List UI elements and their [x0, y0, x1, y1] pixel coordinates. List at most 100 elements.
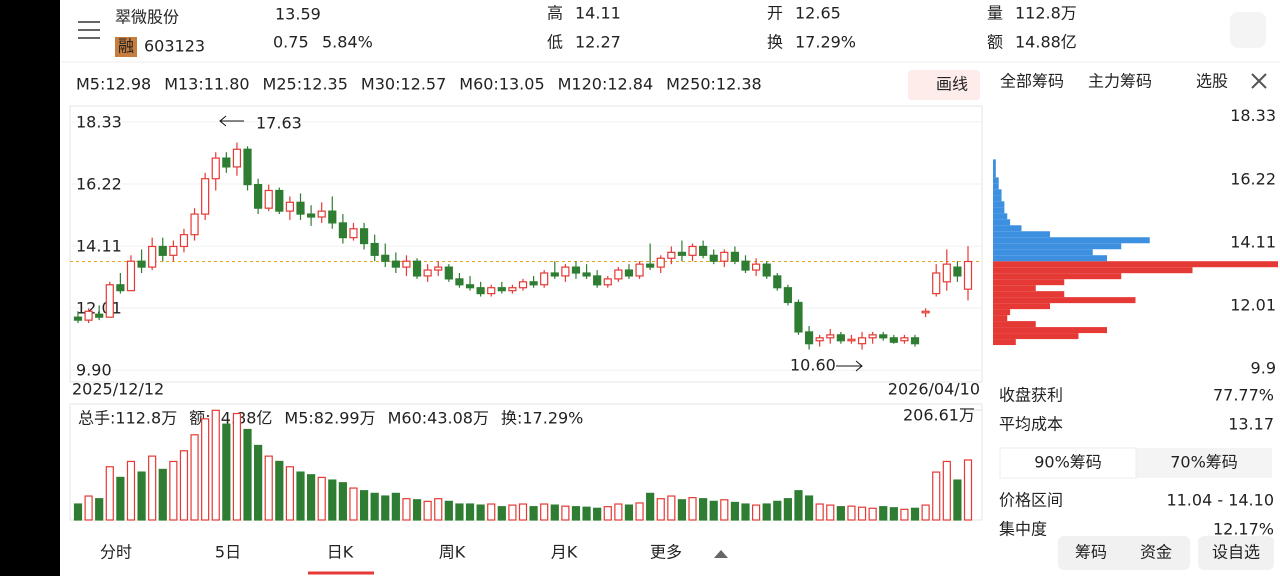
volume-bar: [381, 495, 390, 521]
bottom-button[interactable]: 筹码: [1075, 543, 1107, 562]
candle-body: [709, 254, 718, 262]
panel-tab[interactable]: 主力筹码: [1088, 72, 1152, 91]
y-tick-label: 9.90: [76, 361, 112, 380]
x-end-label: 2026/04/10: [888, 380, 980, 399]
chip-bar: [993, 201, 1005, 208]
volume-bar: [95, 498, 104, 521]
volume-bar: [201, 418, 210, 521]
draw-button-bg[interactable]: [908, 70, 980, 100]
chip-tick-label: 12.01: [1230, 295, 1276, 314]
y-tick-label: 18.33: [76, 112, 122, 131]
candle-body: [667, 251, 676, 259]
candle-body: [879, 334, 888, 339]
candle-body: [137, 260, 146, 268]
chip-bar: [993, 171, 996, 178]
chip-bar: [993, 225, 1022, 232]
candle-body: [857, 337, 867, 345]
candle-body: [741, 260, 750, 271]
more-arrow[interactable]: [714, 550, 728, 558]
candle-body: [656, 257, 665, 268]
candle-body: [815, 337, 824, 342]
volume-bar: [730, 501, 740, 521]
candle-body: [614, 269, 623, 280]
stat-value: 17.29%: [795, 33, 856, 52]
candle-body: [222, 157, 231, 168]
panel-label: 收盘获利: [999, 386, 1063, 405]
volume-bar: [900, 508, 909, 521]
candle-body: [487, 287, 496, 295]
close-icon[interactable]: [1251, 73, 1267, 89]
volume-bar: [762, 503, 771, 521]
high-annotation: 17.63: [256, 114, 302, 133]
volume-bar: [465, 503, 475, 521]
bottom-tab[interactable]: 分时: [100, 543, 132, 562]
candle-body: [624, 269, 634, 277]
volume-bar: [571, 506, 581, 521]
volume-bar: [497, 506, 506, 521]
candle-body: [169, 245, 178, 256]
panel-tab[interactable]: 选股: [1196, 72, 1228, 91]
candle-body: [359, 228, 369, 245]
volume-bar: [254, 444, 263, 521]
panel-value: 13.17: [1228, 415, 1274, 434]
candle-body: [540, 272, 549, 286]
chip-toggle[interactable]: 90%筹码: [1034, 453, 1102, 472]
fullscreen-button[interactable]: [1230, 12, 1266, 48]
volume-legend: 总手:112.8万: [78, 409, 177, 428]
volume-legend: M60:43.08万: [388, 409, 489, 428]
badge: 融: [118, 37, 134, 56]
bottom-tab[interactable]: 月K: [551, 543, 578, 562]
candle-body: [720, 251, 729, 262]
volume-bar: [868, 507, 877, 521]
candle-body: [158, 245, 167, 256]
draw-button[interactable]: 画线: [936, 75, 968, 94]
button-group[interactable]: [1058, 536, 1190, 570]
change: 0.75: [273, 33, 309, 52]
chip-bar: [993, 273, 1122, 280]
high-arrow: [219, 115, 244, 127]
volume-bar: [518, 503, 528, 521]
candle-body: [434, 266, 443, 271]
bottom-tab[interactable]: 周K: [439, 543, 466, 562]
volume-legend: 换:: [501, 409, 522, 428]
chip-bar: [993, 267, 1193, 274]
bottom-button[interactable]: 设自选: [1212, 543, 1260, 562]
candle-body: [254, 184, 263, 209]
candle-body: [190, 213, 199, 236]
volume-bar: [826, 504, 835, 521]
low-arrow: [836, 360, 863, 372]
bottom-tab[interactable]: 更多: [650, 543, 682, 562]
candle-body: [921, 310, 930, 314]
candle-body: [455, 278, 464, 286]
toggle-active[interactable]: [999, 447, 1137, 479]
chip-tick-label: 14.11: [1230, 232, 1276, 251]
bottom-button[interactable]: 资金: [1140, 543, 1172, 562]
panel-tab[interactable]: 全部筹码: [1000, 72, 1064, 91]
volume-bar: [699, 498, 708, 521]
chip-toggle[interactable]: 70%筹码: [1170, 453, 1238, 472]
candle-body: [646, 263, 655, 268]
volume-bar: [603, 506, 612, 521]
bottom-tab[interactable]: 5日: [215, 543, 241, 562]
candle-body: [794, 301, 803, 333]
candle-body: [285, 201, 295, 212]
ma-legend: M60:13.05: [459, 75, 544, 94]
watch-button[interactable]: [1198, 536, 1274, 570]
candle-body: [95, 313, 104, 318]
volume-bar: [476, 504, 485, 521]
menu-icon[interactable]: [78, 21, 100, 39]
candle-body: [317, 210, 326, 218]
chip-tick-label: 16.22: [1230, 169, 1276, 188]
volume-bar: [709, 500, 718, 521]
bottom-tab[interactable]: 日K: [327, 543, 354, 562]
volume-bar: [391, 492, 400, 521]
panel-label: 集中度: [999, 520, 1047, 539]
volume-bar: [349, 487, 358, 521]
chip-bar: [993, 189, 1002, 196]
candle-body: [593, 275, 602, 286]
candle-body: [699, 245, 708, 256]
volume-bar: [889, 507, 898, 521]
candle-body: [423, 269, 432, 277]
volume-bar: [783, 498, 792, 521]
volume-bar: [179, 450, 189, 521]
